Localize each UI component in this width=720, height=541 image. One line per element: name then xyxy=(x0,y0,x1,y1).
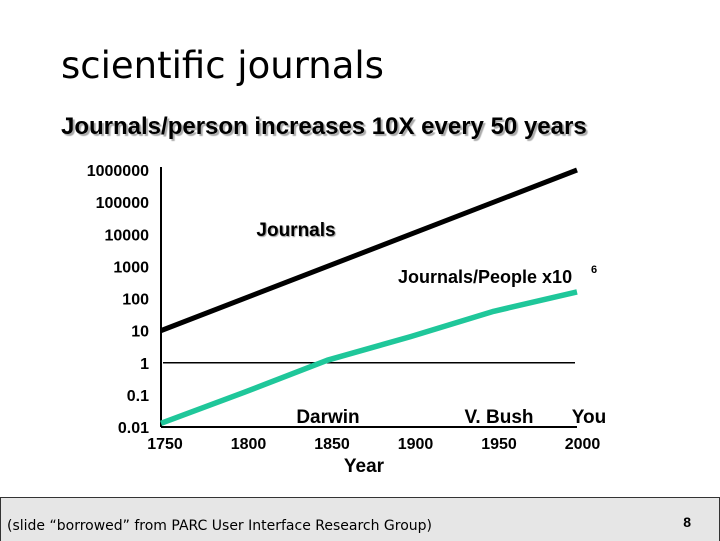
x-tick-label: 1800 xyxy=(231,436,267,453)
y-tick-label: 100000 xyxy=(96,195,149,212)
x-tick-label: 2000 xyxy=(565,436,601,453)
annotation-darwin: Darwin xyxy=(296,407,359,428)
annotation-v-bush: V. Bush xyxy=(465,407,534,428)
y-tick-label: 10000 xyxy=(105,227,150,244)
series-label-journals: Journals xyxy=(256,220,335,241)
series-label-journals-per-people: Journals/People x10 xyxy=(398,267,572,287)
page-number: 8 xyxy=(683,514,691,530)
x-axis-label: Year xyxy=(344,456,385,477)
footer: (slide “borrowed” from PARC User Interfa… xyxy=(0,497,720,541)
series-line-1 xyxy=(161,292,577,423)
y-tick-label: 10 xyxy=(131,324,149,341)
x-tick-label: 1850 xyxy=(314,436,350,453)
series-label-superscript: 6 xyxy=(591,264,597,276)
y-tick-label: 1000 xyxy=(113,259,149,276)
annotation-you: You xyxy=(572,407,606,428)
y-tick-label: 1 xyxy=(140,356,149,373)
y-tick-label: 0.1 xyxy=(127,388,149,405)
y-tick-label: 0.01 xyxy=(118,420,149,437)
x-tick-label: 1950 xyxy=(481,436,517,453)
x-tick-label: 1750 xyxy=(147,436,183,453)
x-tick-label: 1900 xyxy=(398,436,434,453)
credit-text: (slide “borrowed” from PARC User Interfa… xyxy=(7,518,432,534)
y-tick-label: 100 xyxy=(122,292,149,309)
y-tick-label: 1000000 xyxy=(87,163,149,180)
